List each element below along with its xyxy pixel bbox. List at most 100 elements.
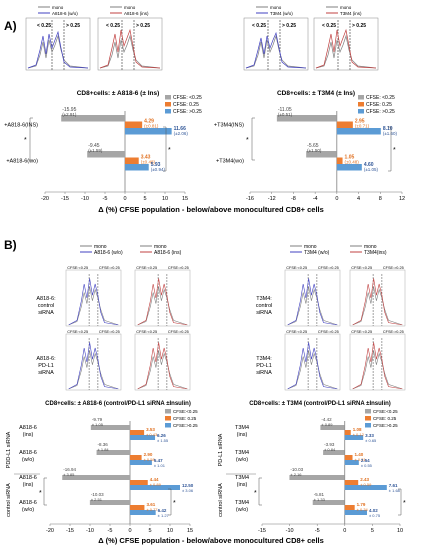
value-label-below: -5.65: [307, 143, 319, 149]
mono-curve: [287, 350, 338, 390]
value-label-above: 6.42: [158, 508, 167, 513]
chart-title: CD8+cells: ± A818-6 (control/PD-L1 siRNA…: [45, 401, 191, 407]
value-label-below: -10.03: [91, 492, 104, 497]
gate-right-label: > 0.25: [66, 23, 80, 29]
significance-bracket: [251, 117, 255, 161]
mono-curve: [352, 350, 403, 390]
value-label-equal: 1.79: [357, 502, 366, 507]
value-label-equal: 4.29: [144, 119, 154, 125]
x-tick-label: -16: [246, 196, 254, 202]
gate-left-label: CFSE:<0.25: [136, 330, 157, 334]
significance-bracket: [163, 126, 167, 172]
value-label-above: 4.02: [369, 508, 378, 513]
bar-above: [130, 510, 156, 515]
error-label-equal: ± 0.89: [150, 482, 162, 487]
error-label-above: ± 1.55: [157, 438, 169, 443]
row-label: A818-6: [19, 425, 37, 431]
bar-above: [130, 460, 152, 465]
value-label-above: 5.93: [151, 162, 161, 168]
x-tick-label: -5: [315, 528, 320, 534]
row-label: T3M4: [235, 475, 249, 481]
histogram-t3m4-wo: mono T3M4 (w/o) < 0.25 > 0.25: [243, 5, 309, 71]
x-tick-label: -5: [103, 196, 108, 202]
value-label-below: -9.45: [88, 143, 100, 149]
x-tick-label: -5: [108, 528, 113, 534]
bar-below: [61, 115, 125, 122]
x-tick-label: 10: [162, 196, 168, 202]
x-tick-label: 5: [148, 528, 151, 534]
row-label: PD-L1: [256, 363, 272, 369]
x-tick-label: 0: [343, 528, 346, 534]
legend-swatch: [365, 409, 371, 414]
error-label-below: ± 1.05: [92, 422, 104, 427]
value-label-below: -11.05: [278, 107, 292, 113]
error-label-below: ± 2.51: [91, 497, 103, 502]
legend-swatch: [358, 95, 364, 100]
histogram-frame: [284, 269, 341, 327]
legend-label: CFSE: 0.25: [173, 102, 199, 108]
row-label: +T3M4(wo): [216, 159, 244, 165]
legend-label: CFSE: 0.25: [366, 102, 392, 108]
panel-a-label: A): [4, 19, 17, 33]
error-label-above: ± 1.68: [389, 488, 401, 493]
chart-a-right: CD8+cells: ± T3M4 (± Ins) CFSE: <0.25CFS…: [214, 90, 405, 202]
mono-curve: [137, 286, 188, 326]
value-label-below: -5.81: [314, 492, 325, 497]
bar-equal: [344, 505, 355, 510]
chart-legend: CFSE:<0.25 CFSE: 0.25 CFSE:>0.25: [165, 409, 198, 428]
x-tick-label: -10: [286, 528, 294, 534]
error-label-below: (±2.91): [62, 112, 77, 117]
row-label: (w/o): [22, 507, 34, 513]
gate-right-label: > 0.25: [352, 23, 366, 29]
bar-above: [344, 485, 387, 490]
legend-label: CFSE: 0.25: [173, 416, 197, 421]
error-label-below: ± 0.84: [324, 447, 336, 452]
mono-curve: [68, 286, 119, 326]
x-tick-label: -12: [268, 196, 276, 202]
bar-above: [130, 485, 180, 490]
gate-right-label: CFSE:>0.25: [168, 266, 189, 270]
gate-right-label: CFSE:>0.25: [318, 330, 339, 334]
row-label: (w/o): [236, 457, 248, 463]
row-label: A818-6: [19, 475, 37, 481]
significance-bracket: [388, 126, 392, 172]
row-label: siRNA: [256, 310, 272, 316]
panel-b-x-axis-label: Δ (%) CFSE population - below/above mono…: [98, 536, 324, 545]
chart-bars: -15 -10 -5 0 5 10-4.42± 0.891.08± 0.12 3.33± 0…: [218, 417, 406, 534]
row-label: A818-6:: [36, 356, 56, 362]
legend-sample: A818-6 (w/o): [94, 250, 123, 256]
row-label: +A818-6(INS): [4, 123, 38, 129]
significance-bracket: [43, 477, 47, 506]
bar-equal: [344, 430, 351, 435]
gate-right-label: CFSE:>0.25: [318, 266, 339, 270]
row-label: +A818-6(wo): [6, 159, 38, 165]
row-label: (ins): [237, 482, 248, 488]
value-label-equal: 3.53: [146, 427, 155, 432]
legend-swatch: [165, 409, 171, 414]
legend-sample: A818-6 (w/o): [52, 11, 78, 16]
significance-bracket: [29, 117, 33, 161]
chart-legend: CFSE:<0.25 CFSE: 0.25 CFSE:>0.25: [365, 409, 398, 428]
histogram-frame: [65, 333, 122, 391]
sample-curve: [68, 278, 119, 326]
bar-above: [344, 460, 359, 465]
value-label-below: -16.94: [63, 467, 76, 472]
bar-below: [323, 450, 345, 455]
bar-above: [344, 435, 364, 440]
value-label-equal: 1.05: [345, 155, 355, 161]
sample-curve: [27, 30, 89, 69]
legend-label: CFSE: <0.25: [173, 95, 202, 101]
bar-equal: [344, 455, 353, 460]
bar-below: [306, 151, 337, 158]
sample-curve: [99, 28, 161, 69]
row-label: siRNA: [38, 310, 54, 316]
error-label-equal: (±0.48): [345, 160, 360, 165]
chart-title: CD8+cells: ± A818-6 (± Ins): [77, 90, 160, 97]
sample-curve: [287, 278, 338, 326]
value-label-below: -15.95: [62, 107, 76, 113]
sample-curve: [68, 342, 119, 390]
legend-swatch: [165, 109, 171, 114]
bar-below: [320, 425, 345, 430]
row-label: PD-L1: [38, 363, 54, 369]
